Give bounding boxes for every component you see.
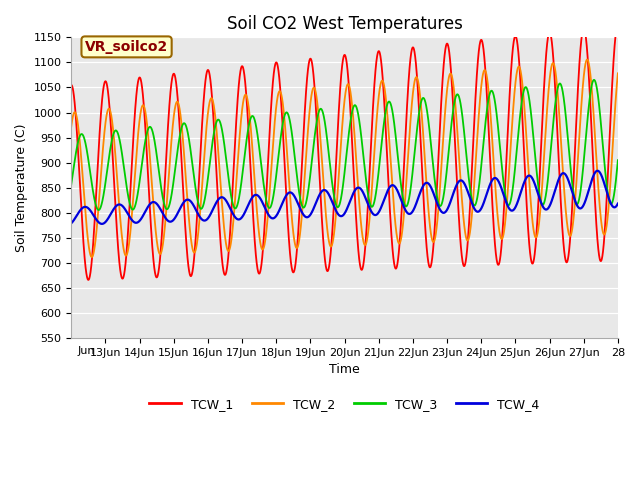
TCW_3 <box>476 181 483 187</box>
TCW_3 <box>67 181 75 187</box>
Line: TCW_3: TCW_3 <box>71 80 618 210</box>
TCW_4 <box>396 192 403 198</box>
TCW_1 <box>614 22 621 28</box>
TCW_1 <box>67 82 75 88</box>
TCW_2 <box>396 240 403 246</box>
TCW_2 <box>517 69 525 75</box>
Line: TCW_4: TCW_4 <box>71 171 618 224</box>
Legend: TCW_1, TCW_2, TCW_3, TCW_4: TCW_1, TCW_2, TCW_3, TCW_4 <box>145 393 545 416</box>
TCW_4 <box>276 205 284 211</box>
TCW_1 <box>396 245 403 251</box>
TCW_1 <box>476 45 483 50</box>
TCW_1 <box>423 247 431 252</box>
TCW_2 <box>614 71 621 76</box>
TCW_4 <box>476 208 483 214</box>
TCW_3 <box>396 167 403 172</box>
TCW_4 <box>594 168 602 174</box>
TCW_3 <box>590 77 598 83</box>
TCW_2 <box>276 89 284 95</box>
TCW_1 <box>167 87 175 93</box>
TCW_4 <box>98 221 106 227</box>
Text: VR_soilco2: VR_soilco2 <box>85 40 168 54</box>
TCW_3 <box>95 207 102 213</box>
Title: Soil CO2 West Temperatures: Soil CO2 West Temperatures <box>227 15 463 33</box>
TCW_3 <box>517 107 525 112</box>
X-axis label: Time: Time <box>329 363 360 376</box>
Y-axis label: Soil Temperature (C): Soil Temperature (C) <box>15 123 28 252</box>
TCW_4 <box>167 219 175 225</box>
TCW_1 <box>276 86 284 92</box>
TCW_3 <box>167 197 175 203</box>
TCW_2 <box>88 254 95 260</box>
TCW_2 <box>583 57 591 62</box>
TCW_2 <box>167 147 175 153</box>
TCW_1 <box>84 277 92 283</box>
TCW_4 <box>67 220 75 226</box>
TCW_2 <box>423 186 431 192</box>
Line: TCW_1: TCW_1 <box>71 25 618 280</box>
Line: TCW_2: TCW_2 <box>71 60 618 257</box>
TCW_4 <box>517 190 525 195</box>
TCW_4 <box>423 180 431 186</box>
TCW_1 <box>517 84 525 90</box>
TCW_3 <box>614 157 621 163</box>
Text: Jun: Jun <box>78 346 95 356</box>
TCW_2 <box>67 123 75 129</box>
TCW_3 <box>423 107 431 112</box>
TCW_3 <box>276 138 284 144</box>
TCW_2 <box>476 107 483 112</box>
TCW_4 <box>614 201 621 206</box>
